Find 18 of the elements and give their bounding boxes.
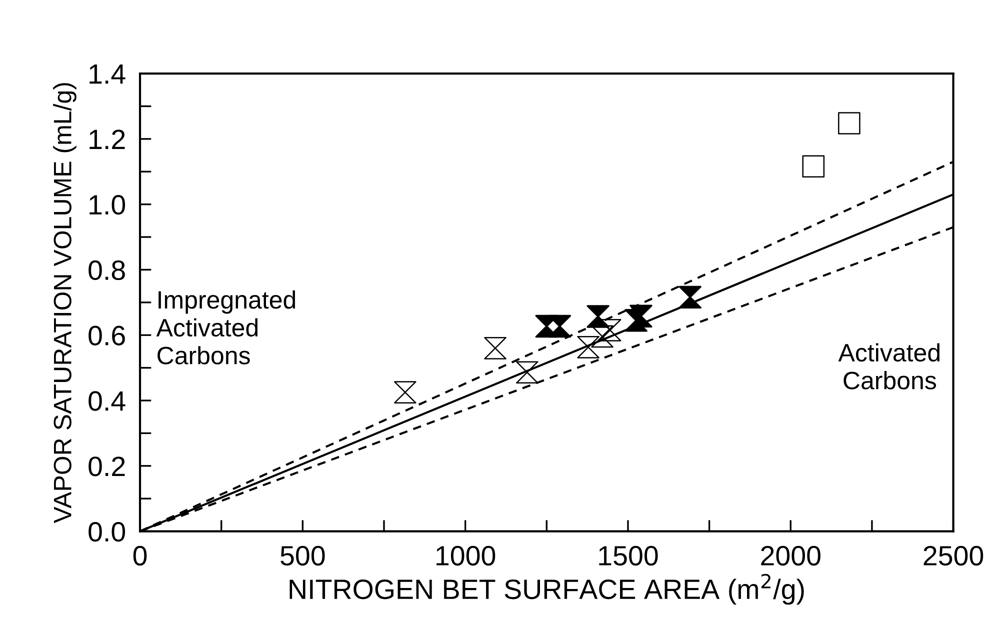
y-tick-label: 0.8 [88,260,125,280]
y-tick-label: 0.6 [88,326,125,346]
y-axis-title: VAPOR SATURATION VOLUME (mL/g) [53,83,76,524]
x-tick-label: 1000 [436,546,496,566]
y-tick-label: 1.4 [90,64,126,84]
x-tick-label: 1500 [599,546,658,566]
x-tick-label: 2500 [924,546,984,566]
x-tick-label: 0 [133,546,147,566]
y-tick-label: 1.0 [90,195,126,215]
x-tick-label: 500 [280,546,325,566]
x-tick-label: 2000 [761,546,820,566]
x-axis-title: NITROGEN BET SURFACE AREA (m$^{2}$/g) [290,574,804,605]
annotation: Activated Carbons [838,343,940,390]
y-tick-label: 0.4 [88,391,126,411]
y-tick-label: 0.2 [88,456,125,476]
y-tick-label: 1.2 [90,130,125,149]
y-tick-label: 0.0 [88,522,126,542]
annotation: Impregnated Activated Carbons [156,290,296,364]
